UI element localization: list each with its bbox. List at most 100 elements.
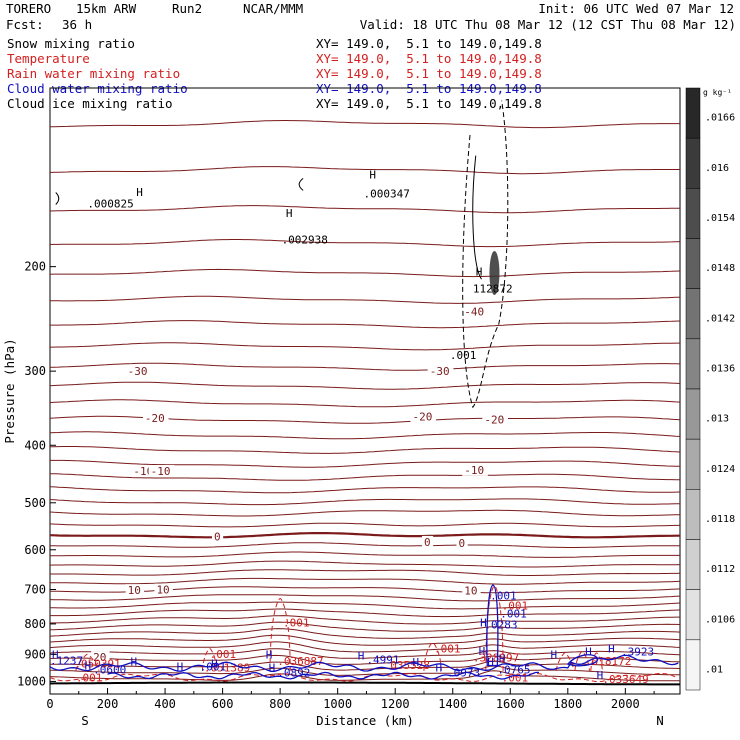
isotherm (49, 486, 681, 494)
label-bg (427, 365, 454, 378)
colorbar-segment (685, 438, 701, 490)
field-cross-section-coords: XY= 149.0, 5.1 to 149.0,149.8 (316, 51, 542, 66)
snow-value-label: .001 (450, 349, 477, 362)
surface-line (49, 681, 680, 686)
isotherm-label: -10 (151, 465, 171, 478)
x-tick-label: 400 (154, 697, 176, 711)
south-endpoint-label: S (81, 713, 89, 728)
maximum-marker: H (412, 656, 419, 669)
cloud-water-contour (107, 671, 540, 680)
cloud-water-value-label: .0600 (93, 664, 126, 677)
isotherm (50, 569, 681, 576)
isotherm (50, 295, 681, 304)
colorbar-tick-label: .016 (705, 163, 729, 174)
x-tick-label: 1000 (323, 697, 352, 711)
rain-value-label: .001 (76, 671, 103, 684)
label-bg (410, 410, 437, 423)
ice-contour (472, 155, 482, 280)
label-bg (462, 305, 488, 318)
y-tick-label: 300 (24, 364, 46, 378)
field-cross-section-coords: XY= 149.0, 5.1 to 149.0,149.8 (316, 66, 542, 81)
cloud-water-value-label: .1237 (50, 655, 83, 668)
label-bg (462, 584, 481, 597)
colorbar-tick-label: .0154 (705, 213, 735, 224)
x-tick-label: 0 (46, 697, 53, 711)
colorbar-unit: g kg⁻¹ (703, 88, 732, 97)
x-tick-label: 1400 (438, 697, 467, 711)
maximum-marker: H (585, 646, 592, 659)
rain-contour (555, 652, 575, 671)
snow-contours: .000825 .000347 .002938 112872 .001 (55, 100, 513, 409)
maximum-marker: H (131, 655, 138, 668)
maximum-marker: H (269, 662, 276, 675)
field-cross-section-coords: XY= 149.0, 5.1 to 149.0,149.8 (316, 36, 542, 51)
forecast-hour: 36 h (62, 17, 93, 32)
maximum-marker: H (177, 660, 184, 673)
maximum-marker: H (266, 648, 273, 661)
field-name: Rain water mixing ratio (7, 66, 181, 81)
isotherm (50, 551, 680, 558)
isotherm (49, 473, 680, 481)
colorbar-segment (685, 388, 701, 440)
valid-time: Valid: 18 UTC Thu 08 Mar 12 (12 CST Thu … (359, 17, 736, 32)
isotherm (49, 532, 680, 539)
isotherm-label: -20 (412, 411, 432, 424)
y-tick-label: 400 (24, 438, 46, 452)
colorbar-tick-label: .0112 (705, 564, 735, 575)
isotherm (49, 594, 681, 602)
colorbar-segment (685, 87, 701, 139)
colorbar-tick-label: .0118 (705, 514, 735, 525)
isotherm-label: -40 (464, 305, 484, 318)
snow-value-label: .000347 (364, 188, 410, 201)
isotherm-label: -10 (133, 465, 153, 478)
colorbar-segment (685, 188, 701, 239)
colorbar-tick-label: .0136 (705, 363, 735, 374)
isotherm-label: -20 (145, 412, 165, 425)
rain-contour (590, 652, 603, 671)
colorbar-tick-label: .013 (705, 414, 729, 425)
snow-value-label: .002938 (282, 234, 328, 247)
y-tick-label: 600 (24, 543, 46, 557)
north-endpoint-label: N (656, 713, 664, 728)
x-tick-label: 1200 (381, 697, 410, 711)
maximum-marker: H (551, 648, 558, 661)
label-bg (148, 465, 175, 478)
cloud-water-value-label: .001 (500, 607, 526, 620)
x-tick-label: 800 (269, 697, 291, 711)
cloud-water-value-label: .001 (200, 660, 227, 673)
isotherm-label: 10 (464, 585, 477, 598)
rain-value-label: .328997 (473, 652, 519, 665)
colorbar-tick-label: .0148 (705, 263, 735, 274)
snow-value-label: 112872 (473, 282, 513, 295)
isotherm (50, 542, 680, 548)
label-bg (211, 530, 224, 543)
isotherm (50, 342, 680, 351)
colorbar-segment (685, 539, 701, 590)
isotherm (50, 608, 681, 618)
maximum-marker: H (369, 168, 376, 181)
isotherm (49, 399, 681, 408)
maximum-marker: H (211, 657, 218, 670)
isotherm (50, 320, 681, 329)
label-bg (154, 583, 173, 596)
maximum-marker: H (608, 642, 615, 655)
cloud-water-value-label: .0892 (277, 667, 310, 680)
isotherm (50, 577, 681, 585)
isotherm (49, 268, 681, 278)
label-bg (462, 463, 488, 476)
maximum-marker: H (499, 653, 506, 666)
isotherm-label: 10 (128, 584, 141, 597)
isotherm (49, 362, 681, 371)
field-name: Snow mixing ratio (7, 36, 135, 51)
isotherm (50, 459, 680, 468)
isotherm (49, 239, 681, 248)
rain-value-label: .051389 (204, 661, 250, 674)
ice-contour (55, 177, 304, 205)
maximum-marker: H (435, 662, 442, 675)
label-bg (91, 651, 110, 664)
maximum-marker: H (597, 669, 604, 682)
colorbar-segment (685, 137, 701, 189)
plot-frame (49, 87, 681, 695)
isotherm (49, 446, 681, 454)
isotherm (49, 641, 681, 653)
